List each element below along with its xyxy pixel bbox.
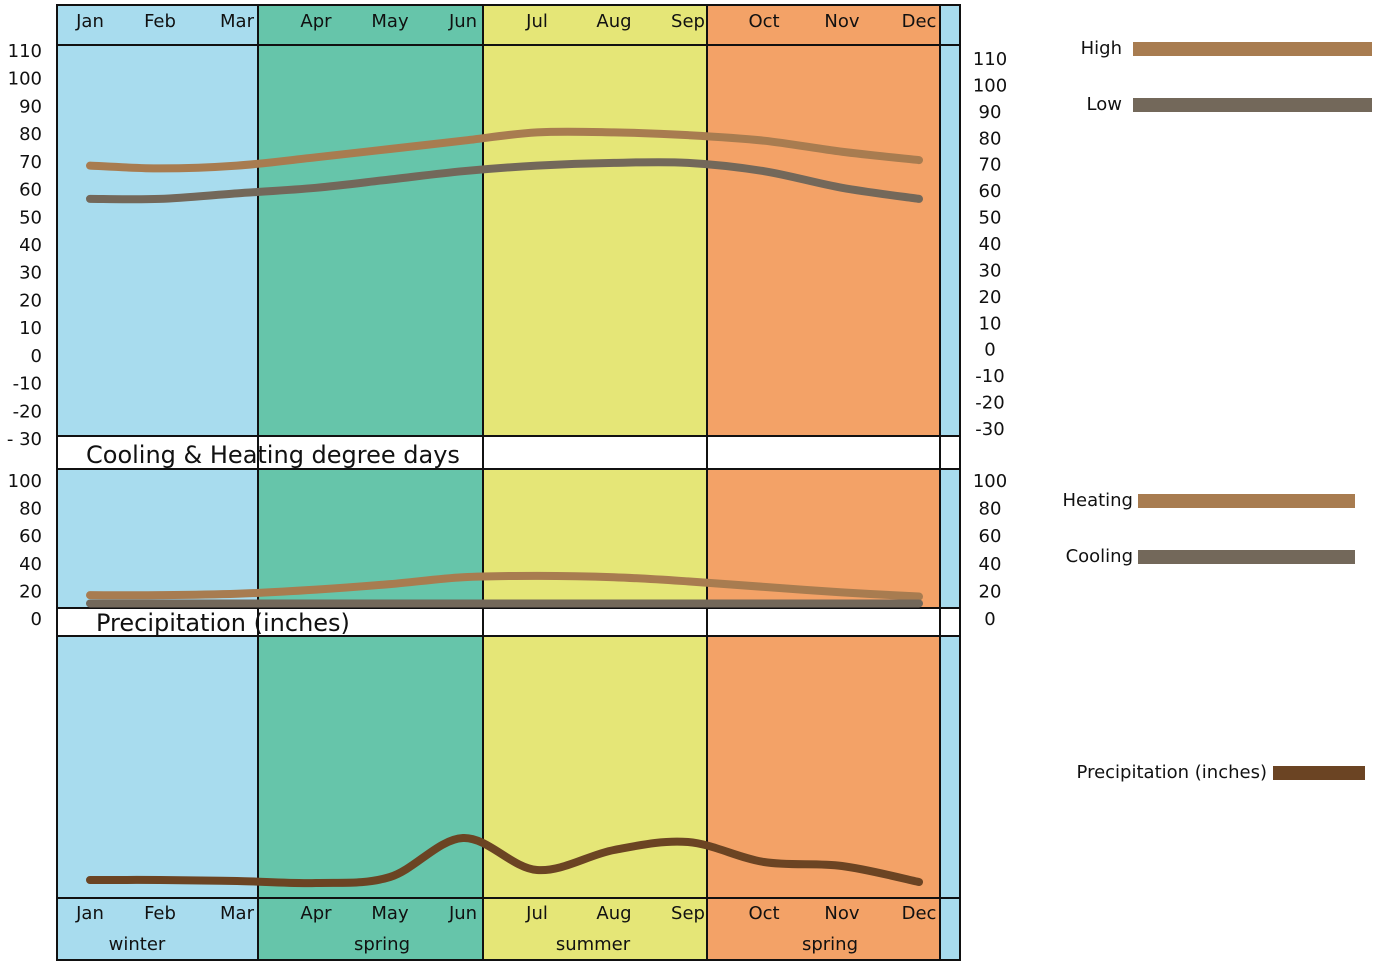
season-label: summer xyxy=(556,934,631,955)
legend-label: Precipitation (inches) xyxy=(1077,762,1267,783)
month-label: May xyxy=(371,11,409,32)
month-label: Jan xyxy=(75,903,104,924)
y2-tick-label: 100 xyxy=(973,471,1007,492)
line-series xyxy=(86,834,923,888)
y2-tick-label: 40 xyxy=(979,234,1002,255)
y2-tick-label: 80 xyxy=(979,499,1002,520)
legend-label: Heating xyxy=(1062,490,1133,511)
month-label: Jan xyxy=(75,11,104,32)
line-series xyxy=(86,571,923,601)
y2-tick-label: 100 xyxy=(973,75,1007,96)
y-tick-label: 110 xyxy=(8,41,42,62)
panel-title: Cooling & Heating degree days xyxy=(86,441,460,469)
y2-tick-label: 0 xyxy=(984,340,995,361)
month-label: Jul xyxy=(525,903,548,924)
legend-label: Cooling xyxy=(1066,546,1133,567)
y2-tick-label: 60 xyxy=(979,526,1002,547)
legend-swatch xyxy=(1133,42,1372,56)
y2-tick-label: 40 xyxy=(979,554,1002,575)
y2-tick-label: -30 xyxy=(975,419,1004,440)
season-label: spring xyxy=(354,934,410,955)
season-bands xyxy=(57,5,960,960)
y-tick-label: 50 xyxy=(19,207,42,228)
y-tick-label: 80 xyxy=(19,499,42,520)
month-label: Apr xyxy=(300,903,332,924)
month-label: Oct xyxy=(748,903,779,924)
legend-swatch xyxy=(1138,494,1355,508)
line-series xyxy=(86,158,923,204)
month-label: Dec xyxy=(902,903,937,924)
y2-tick-label: 0 xyxy=(984,609,995,630)
season-label: winter xyxy=(109,934,166,955)
y2-tick-label: 70 xyxy=(979,155,1002,176)
y2-tick-label: 10 xyxy=(979,313,1002,334)
month-label: Apr xyxy=(300,11,332,32)
month-label: Jun xyxy=(448,903,477,924)
month-label: May xyxy=(371,903,409,924)
month-label: Sep xyxy=(671,11,705,32)
y-tick-label: 90 xyxy=(19,96,42,117)
month-label: Mar xyxy=(220,11,255,32)
y-tick-label: 100 xyxy=(8,471,42,492)
y2-tick-label: 80 xyxy=(979,128,1002,149)
month-label: Feb xyxy=(144,11,176,32)
panel-title: Precipitation (inches) xyxy=(96,609,350,637)
y-tick-label: 60 xyxy=(19,180,42,201)
y2-tick-label: 30 xyxy=(979,260,1002,281)
month-label: Dec xyxy=(902,11,937,32)
y-tick-label: 20 xyxy=(19,581,42,602)
month-label: Feb xyxy=(144,903,176,924)
y-tick-label: 0 xyxy=(31,346,42,367)
season-label: spring xyxy=(802,934,858,955)
y2-tick-label: 20 xyxy=(979,287,1002,308)
y-tick-label: 80 xyxy=(19,124,42,145)
y2-tick-label: 20 xyxy=(979,581,1002,602)
month-label: Mar xyxy=(220,903,255,924)
y-tick-label: -20 xyxy=(13,401,42,422)
month-label: Jun xyxy=(448,11,477,32)
legend-swatch xyxy=(1133,98,1372,112)
y-tick-label: 60 xyxy=(19,526,42,547)
frame xyxy=(56,4,961,961)
month-label: Aug xyxy=(596,903,631,924)
y-tick-label: 30 xyxy=(19,263,42,284)
month-label: Aug xyxy=(596,11,631,32)
y-tick-label: - 30 xyxy=(7,429,42,450)
y-tick-label: 100 xyxy=(8,69,42,90)
legend-label: Low xyxy=(1087,94,1122,115)
y-tick-label: -10 xyxy=(13,374,42,395)
month-label: Jul xyxy=(525,11,548,32)
y2-tick-label: -20 xyxy=(975,393,1004,414)
y-tick-label: 10 xyxy=(19,318,42,339)
legend-swatch xyxy=(1138,550,1355,564)
y2-tick-label: 60 xyxy=(979,181,1002,202)
y2-tick-label: 90 xyxy=(979,102,1002,123)
y-tick-label: 70 xyxy=(19,152,42,173)
y-tick-label: 40 xyxy=(19,554,42,575)
line-series xyxy=(86,127,923,173)
y2-tick-label: 110 xyxy=(973,49,1007,70)
month-label: Sep xyxy=(671,903,705,924)
y-tick-label: 20 xyxy=(19,290,42,311)
y-tick-label: 0 xyxy=(31,609,42,630)
legend-label: High xyxy=(1081,38,1122,59)
month-label: Nov xyxy=(824,11,859,32)
y-tick-label: 40 xyxy=(19,235,42,256)
month-label: Oct xyxy=(748,11,779,32)
legend-swatch xyxy=(1273,766,1365,780)
y2-tick-label: 50 xyxy=(979,208,1002,229)
y2-tick-label: -10 xyxy=(975,366,1004,387)
month-label: Nov xyxy=(824,903,859,924)
